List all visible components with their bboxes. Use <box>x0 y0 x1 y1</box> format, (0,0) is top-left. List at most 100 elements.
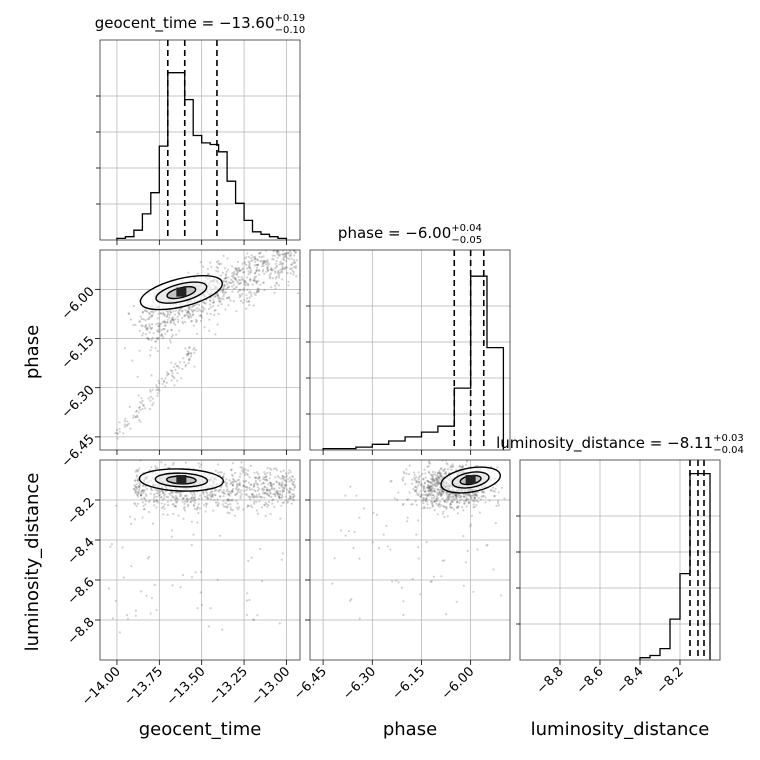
sample-point <box>417 519 420 522</box>
sample-point <box>353 530 356 534</box>
sample-point <box>209 299 212 302</box>
sample-point <box>290 263 293 266</box>
sample-point <box>163 320 166 323</box>
sample-point <box>427 493 430 496</box>
sample-point <box>431 474 434 477</box>
sample-point <box>439 478 442 481</box>
sample-point <box>165 315 168 318</box>
sample-point <box>154 489 157 492</box>
sample-point <box>207 497 210 501</box>
sample-point <box>289 248 291 250</box>
sample-point <box>242 484 246 487</box>
sample-point <box>265 493 268 496</box>
sample-point <box>163 314 166 317</box>
sample-point <box>143 489 146 492</box>
sample-point <box>422 486 425 489</box>
sample-point <box>171 318 175 321</box>
sample-point <box>226 498 229 501</box>
sample-point <box>232 478 235 481</box>
sample-point <box>227 499 230 502</box>
sample-point <box>199 494 202 497</box>
sample-point <box>187 315 190 318</box>
sample-point <box>427 460 431 463</box>
sample-point <box>275 491 278 494</box>
sample-point <box>240 469 243 472</box>
sample-point <box>209 607 212 610</box>
sample-point <box>136 491 139 494</box>
sample-point <box>183 506 186 509</box>
sample-point <box>273 244 275 246</box>
sample-point <box>472 494 475 497</box>
sample-point <box>255 264 258 267</box>
x-tick-label: −14.00 <box>79 664 124 709</box>
sample-point <box>170 499 173 502</box>
sample-point <box>246 267 249 270</box>
sample-point <box>401 478 404 481</box>
sample-point <box>254 476 257 479</box>
sample-point <box>191 305 194 308</box>
sample-point <box>151 310 154 313</box>
sample-point <box>496 499 500 502</box>
panel-title: luminosity_distance = −8.11+0.03 −0.04 <box>496 433 744 456</box>
sample-point <box>276 252 279 255</box>
sample-point <box>152 522 155 525</box>
sample-point <box>440 493 443 496</box>
sample-point <box>154 467 157 470</box>
sample-point <box>208 494 211 497</box>
sample-point <box>203 495 206 498</box>
sample-point <box>406 498 409 501</box>
sample-point <box>206 494 209 497</box>
sample-point <box>287 252 290 255</box>
sample-point <box>442 490 445 493</box>
sample-point <box>269 484 272 487</box>
sample-point <box>144 485 147 488</box>
sample-point <box>344 494 347 497</box>
sample-point <box>257 473 260 476</box>
sample-point <box>140 317 143 321</box>
sample-point <box>255 476 258 479</box>
sample-point <box>270 495 273 499</box>
sample-point <box>153 500 156 503</box>
sample-point <box>234 493 237 496</box>
sample-point <box>293 484 296 487</box>
sample-point <box>278 263 281 266</box>
sample-point <box>291 495 295 499</box>
sample-point <box>156 394 159 397</box>
sample-point <box>422 477 425 480</box>
sample-point <box>264 491 267 495</box>
sample-point <box>266 259 269 262</box>
sample-point <box>429 500 432 503</box>
sample-point <box>167 373 170 376</box>
sample-point <box>431 490 434 493</box>
sample-point <box>263 261 266 265</box>
sample-point <box>274 271 277 274</box>
sample-point <box>118 421 121 424</box>
sample-point <box>176 315 179 318</box>
sample-point <box>416 494 419 497</box>
sample-point <box>163 313 166 316</box>
sample-point <box>159 312 163 315</box>
sample-point <box>158 330 161 334</box>
sample-point <box>202 306 205 309</box>
sample-point <box>427 485 430 488</box>
sample-point <box>229 506 232 509</box>
sample-point <box>135 475 138 478</box>
sample-point <box>135 486 138 489</box>
sample-point <box>294 240 296 242</box>
sample-point <box>455 493 458 497</box>
sample-point <box>140 494 143 497</box>
sample-point <box>276 492 279 495</box>
sample-point <box>417 471 420 474</box>
sample-point <box>414 485 417 488</box>
sample-point <box>280 504 283 507</box>
sample-point <box>216 294 220 297</box>
sample-point <box>144 325 147 329</box>
sample-point <box>225 478 228 481</box>
sample-point <box>418 480 421 483</box>
sample-point <box>421 472 424 476</box>
sample-point <box>450 496 453 499</box>
sample-point <box>436 481 439 484</box>
sample-point <box>440 495 443 498</box>
sample-point <box>164 324 167 327</box>
sample-point <box>122 432 125 435</box>
